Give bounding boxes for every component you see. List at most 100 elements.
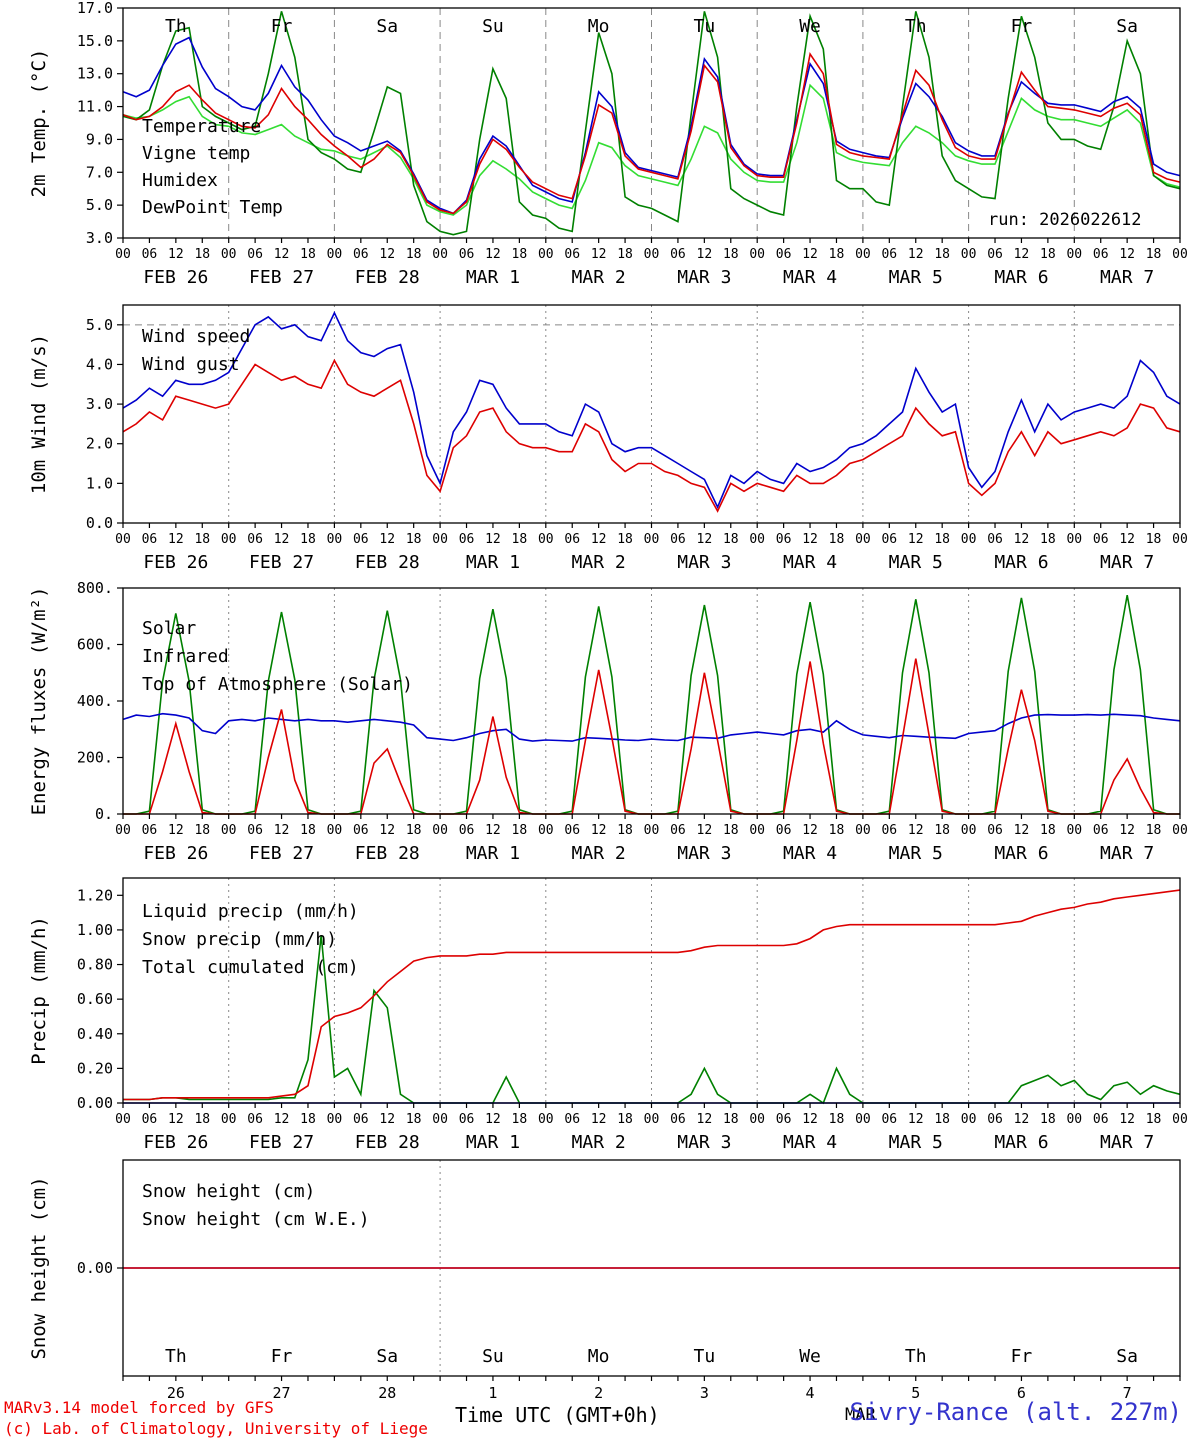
month-label: MAR xyxy=(845,1405,876,1425)
weekday-label: Sa xyxy=(1116,16,1138,37)
hour-tick-label: 00 xyxy=(327,247,343,262)
hour-tick-label: 18 xyxy=(512,247,528,262)
date-label: MAR 6 xyxy=(994,1132,1048,1153)
weekday-label: We xyxy=(799,1346,821,1367)
date-label: FEB 27 xyxy=(249,552,314,573)
hour-tick-label: 06 xyxy=(142,247,158,262)
hour-tick-label: 06 xyxy=(247,247,263,262)
hour-tick-label: 18 xyxy=(723,823,739,838)
hour-tick-label: 00 xyxy=(1066,823,1082,838)
hour-tick-label: 06 xyxy=(564,823,580,838)
hour-tick-label: 18 xyxy=(934,532,950,547)
hour-tick-label: 06 xyxy=(247,1112,263,1127)
weekday-label: Tu xyxy=(694,16,716,37)
hour-tick-label: 00 xyxy=(644,823,660,838)
hour-tick-label: 12 xyxy=(591,823,607,838)
legend-precip-2: Total cumulated (cm) xyxy=(142,957,359,978)
axis-title: Energy fluxes (W/m²) xyxy=(28,587,50,816)
hour-tick-label: 18 xyxy=(406,1112,422,1127)
date-number-label: 2 xyxy=(594,1384,603,1402)
hour-tick-label: 06 xyxy=(670,823,686,838)
y-tick-label: 0.40 xyxy=(77,1025,113,1043)
hour-tick-label: 00 xyxy=(749,823,765,838)
axis-title: 2m Temp. (°C) xyxy=(28,49,50,198)
y-tick-label: 800. xyxy=(77,579,113,597)
y-tick-label: 0.80 xyxy=(77,956,113,974)
hour-tick-label: 00 xyxy=(115,1112,131,1127)
hour-tick-label: 18 xyxy=(934,1112,950,1127)
hour-tick-label: 06 xyxy=(564,532,580,547)
hour-tick-label: 00 xyxy=(432,1112,448,1127)
hour-tick-label: 12 xyxy=(274,532,290,547)
y-tick-label: 0.00 xyxy=(77,1259,113,1277)
hour-tick-label: 06 xyxy=(142,1112,158,1127)
panel-snow: 0.00 26 27 28 1 2 3 4 5 6 7 Th Fr Sa Su Mo Tu We Th Fr Sa Sno… xyxy=(28,1159,1181,1402)
hour-tick-label: 12 xyxy=(591,247,607,262)
panel-temperature: 17.015.013.011.09.07.05.03.000 06 12 18 00 06… xyxy=(28,0,1188,288)
date-label: MAR 7 xyxy=(1100,552,1154,573)
hour-tick-label: 18 xyxy=(194,1112,210,1127)
legend-temperature-1: Vigne temp xyxy=(142,143,250,164)
date-label: FEB 26 xyxy=(143,552,208,573)
hour-tick-label: 18 xyxy=(723,1112,739,1127)
hour-tick-label: 18 xyxy=(723,532,739,547)
hour-tick-label: 00 xyxy=(115,247,131,262)
weekday-label: Sa xyxy=(376,16,398,37)
hour-tick-label: 00 xyxy=(855,247,871,262)
hour-tick-label: 00 xyxy=(221,823,237,838)
run-label: run: 2026022612 xyxy=(988,210,1142,230)
date-label: MAR 2 xyxy=(572,1132,626,1153)
date-number-label: 1 xyxy=(488,1384,497,1402)
hour-tick-label: 18 xyxy=(194,532,210,547)
hour-tick-label: 18 xyxy=(512,823,528,838)
hour-tick-label: 06 xyxy=(459,823,475,838)
date-number-label: 6 xyxy=(1017,1384,1026,1402)
hour-tick-label: 12 xyxy=(1119,532,1135,547)
hour-tick-label: 06 xyxy=(776,532,792,547)
hour-tick-label: 00 xyxy=(432,247,448,262)
model-credit-line2: (c) Lab. of Climatology, University of L… xyxy=(4,1419,428,1438)
hour-tick-label: 00 xyxy=(538,247,554,262)
hour-tick-label: 12 xyxy=(802,247,818,262)
date-label: MAR 5 xyxy=(889,843,943,864)
hour-tick-label: 00 xyxy=(1066,247,1082,262)
hour-tick-label: 12 xyxy=(1014,532,1030,547)
hour-tick-label: 12 xyxy=(168,247,184,262)
y-tick-label: 0.0 xyxy=(86,514,113,532)
hour-tick-label: 18 xyxy=(829,1112,845,1127)
hour-tick-label: 06 xyxy=(1093,1112,1109,1127)
y-tick-label: 17.0 xyxy=(77,0,113,17)
hour-tick-label: 06 xyxy=(353,823,369,838)
weekday-label: Fr xyxy=(271,16,293,37)
panel-wind: 5.04.03.02.01.00.000 06 12 18 00 06 12 18 00 06 12… xyxy=(28,304,1188,573)
y-tick-label: 5.0 xyxy=(86,316,113,334)
date-label: MAR 6 xyxy=(994,267,1048,288)
hour-tick-label: 12 xyxy=(168,532,184,547)
hour-tick-label: 06 xyxy=(459,247,475,262)
hour-tick-label: 12 xyxy=(379,823,395,838)
hour-tick-label: 18 xyxy=(300,823,316,838)
date-number-label: 28 xyxy=(378,1384,396,1402)
series-total-cumulated xyxy=(123,889,1181,1101)
hour-tick-label: 06 xyxy=(881,823,897,838)
hour-tick-label: 18 xyxy=(617,1112,633,1127)
hour-tick-label: 06 xyxy=(987,823,1003,838)
y-tick-label: 400. xyxy=(77,692,113,710)
hour-tick-label: 06 xyxy=(353,247,369,262)
date-label: MAR 1 xyxy=(466,552,520,573)
hour-tick-label: 18 xyxy=(1146,247,1162,262)
hour-tick-label: 06 xyxy=(142,823,158,838)
y-tick-label: 1.00 xyxy=(77,921,113,939)
hour-tick-label: 06 xyxy=(564,1112,580,1127)
hour-tick-label: 00 xyxy=(644,1112,660,1127)
hour-tick-label: 12 xyxy=(591,532,607,547)
date-label: MAR 5 xyxy=(889,1132,943,1153)
hour-tick-label: 00 xyxy=(644,247,660,262)
hour-tick-label: 00 xyxy=(538,1112,554,1127)
date-label: MAR 1 xyxy=(466,1132,520,1153)
hour-tick-label: 06 xyxy=(987,247,1003,262)
hour-tick-label: 00 xyxy=(961,532,977,547)
hour-tick-label: 12 xyxy=(1119,823,1135,838)
hour-tick-label: 00 xyxy=(749,247,765,262)
